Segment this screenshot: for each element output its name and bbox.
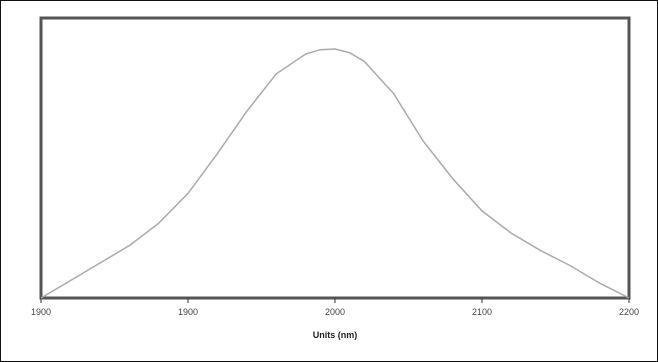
x-axis-ticks: 1900 1900 2000 2100 2200 [31,298,639,317]
x-tick-label: 2000 [325,307,345,317]
x-tick-label: 1900 [31,307,51,317]
x-tick-label: 1900 [178,307,198,317]
plot-frame [39,16,631,300]
x-axis-label: Units (nm) [313,330,358,340]
x-tick-label: 2200 [619,307,639,317]
series-line [40,48,630,299]
x-tick-label: 2100 [472,307,492,317]
